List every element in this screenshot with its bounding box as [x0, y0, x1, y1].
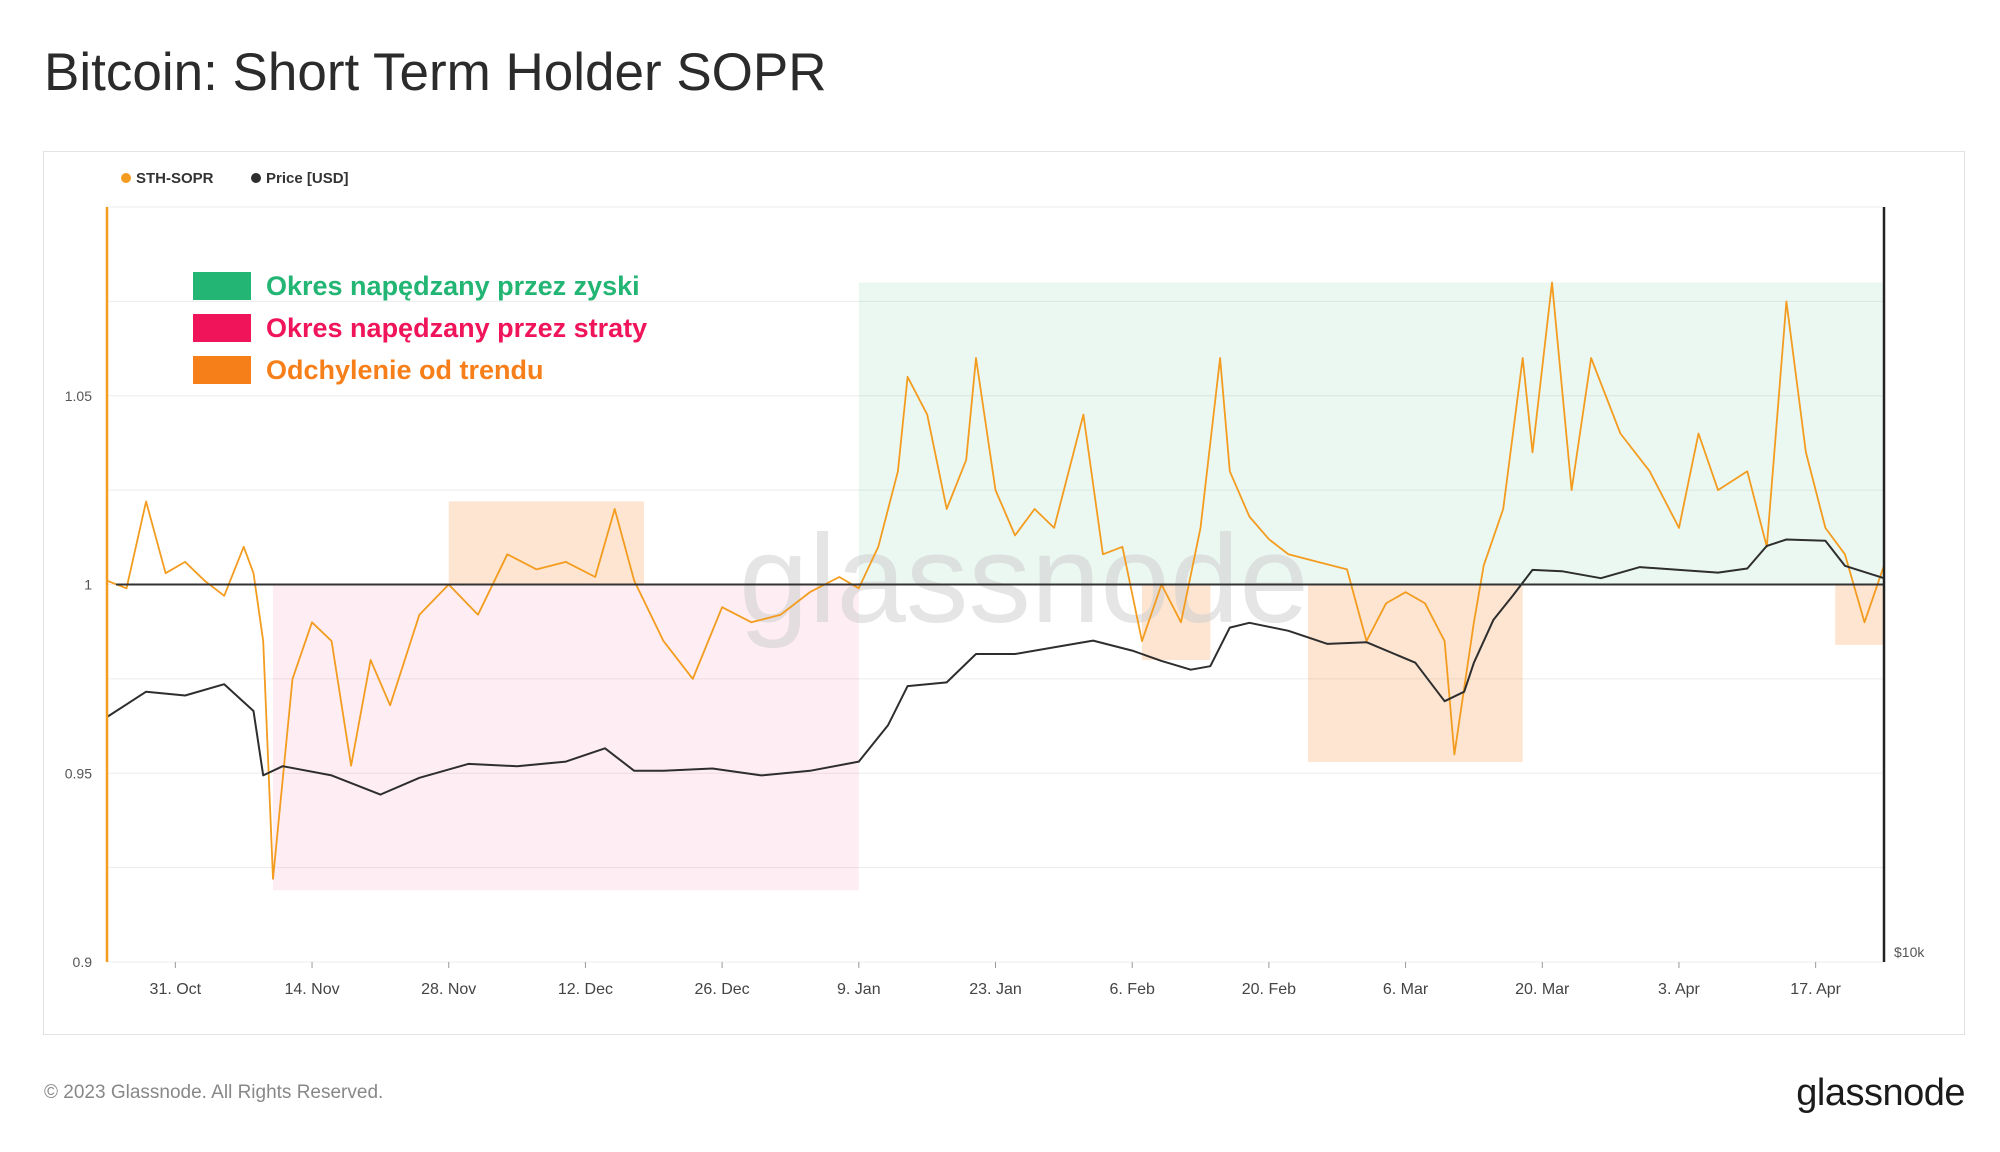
- series-lines: [106, 281, 1885, 880]
- legend-dot: [251, 173, 261, 183]
- legend-label: Price [USD]: [266, 170, 349, 187]
- annotation-swatch: [193, 356, 251, 384]
- x-tick-label: 20. Mar: [1515, 981, 1570, 998]
- y-tick-label: 1: [84, 577, 92, 593]
- shaded-regions: [272, 282, 1885, 891]
- watermark: glassnode: [739, 510, 1309, 649]
- shaded-region: [1835, 584, 1884, 645]
- x-tick-label: 20. Feb: [1242, 981, 1296, 998]
- x-tick-label: 6. Feb: [1110, 981, 1155, 998]
- y-tick-label: 0.95: [65, 765, 92, 781]
- page-title: Bitcoin: Short Term Holder SOPR: [44, 43, 827, 102]
- annotation-label: Odchylenie od trendu: [266, 355, 544, 385]
- y-right-tick-label: $10k: [1894, 944, 1925, 960]
- price-line: [106, 538, 1885, 796]
- footer-copyright: © 2023 Glassnode. All Rights Reserved.: [44, 1082, 384, 1103]
- x-tick-label: 31. Oct: [150, 981, 202, 998]
- x-tick-label: 17. Apr: [1790, 981, 1841, 998]
- x-tick-label: 12. Dec: [558, 981, 613, 998]
- chart-legend: STH-SOPR Price [USD]: [121, 170, 349, 187]
- annotation-swatch: [193, 272, 251, 300]
- annotation-label: Okres napędzany przez straty: [266, 313, 647, 343]
- x-tick-label: 3. Apr: [1658, 981, 1700, 998]
- axes: 1.05 1 0.95 0.9 $10k 31. Oct 14. Nov 28. Nov 12.…: [65, 207, 1925, 998]
- y-tick-label: 1.05: [65, 388, 92, 404]
- x-tick-label: 14. Nov: [284, 981, 339, 998]
- annotation-swatch: [193, 314, 251, 342]
- shaded-region: [1307, 584, 1523, 762]
- x-tick-label: 23. Jan: [969, 981, 1021, 998]
- legend-label: STH-SOPR: [136, 170, 214, 187]
- x-tick-label: 9. Jan: [837, 981, 881, 998]
- shaded-region: [858, 282, 1885, 585]
- shaded-region: [272, 584, 859, 891]
- annotation-label: Okres napędzany przez zyski: [266, 271, 640, 301]
- shaded-region: [1141, 584, 1211, 660]
- x-tick-label: 6. Mar: [1383, 981, 1429, 998]
- legend-dot: [121, 173, 131, 183]
- annotation-legend: Okres napędzany przez zyski Okres napędza…: [193, 271, 647, 385]
- shaded-region: [448, 501, 645, 585]
- sth-sopr-line: [106, 281, 1885, 880]
- glassnode-logo[interactable]: glassnode: [1796, 1072, 1965, 1114]
- chart-svg: glassnode 1.05 1 0.95 0.9 $10k 31. Oct 14. Nov…: [65, 170, 1926, 998]
- x-tick-label: 26. Dec: [695, 981, 750, 998]
- y-tick-label: 0.9: [73, 954, 93, 970]
- x-tick-label: 28. Nov: [421, 981, 476, 998]
- chart-panel: glassnode 1.05 1 0.95 0.9 $10k 31. Oct 14. Nov…: [43, 151, 1965, 1035]
